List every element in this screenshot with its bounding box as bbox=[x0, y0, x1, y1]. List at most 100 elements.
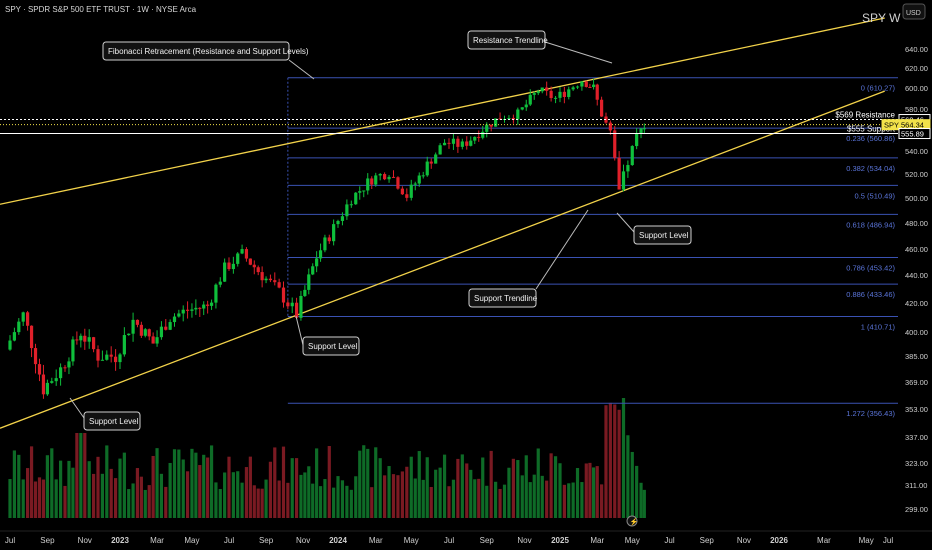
volume-bar bbox=[421, 479, 425, 518]
candle-body bbox=[336, 220, 340, 225]
volume-bar bbox=[327, 446, 331, 518]
price-tick-label: 540.00 bbox=[905, 147, 928, 156]
volume-bar bbox=[26, 468, 30, 518]
candle-body bbox=[177, 313, 181, 317]
volume-bar bbox=[639, 482, 643, 518]
candle-body bbox=[465, 141, 469, 146]
candle-body bbox=[63, 367, 67, 369]
candle-body bbox=[248, 258, 252, 265]
volume-bar bbox=[608, 402, 612, 518]
candle-body bbox=[164, 326, 168, 330]
candle-body bbox=[553, 97, 558, 99]
volume-bar bbox=[477, 478, 481, 518]
volume-bar bbox=[131, 483, 135, 518]
candle-body bbox=[438, 145, 442, 155]
volume-bar bbox=[244, 467, 249, 518]
time-tick-label: May bbox=[404, 536, 419, 545]
candle-body bbox=[244, 249, 249, 259]
candle-body bbox=[96, 349, 100, 361]
candle-body bbox=[580, 81, 584, 87]
annotation-pointer bbox=[295, 315, 304, 346]
volume-bar bbox=[584, 463, 588, 518]
price-badge-text: 555.89 bbox=[901, 130, 924, 139]
candle-body bbox=[185, 309, 190, 311]
candle-body bbox=[485, 124, 489, 132]
time-tick-label: Sep bbox=[480, 536, 495, 545]
candle-body bbox=[630, 146, 634, 166]
candle-body bbox=[33, 348, 38, 365]
annotation-pointer bbox=[616, 212, 635, 233]
candle-body bbox=[489, 124, 493, 127]
volume-bar bbox=[71, 467, 75, 518]
fib-level-label: 0.618 (486.94) bbox=[846, 220, 895, 229]
volume-bar bbox=[168, 462, 172, 518]
candle-body bbox=[75, 339, 79, 341]
volume-bar bbox=[524, 455, 528, 518]
candle-body bbox=[8, 340, 12, 350]
volume-bar bbox=[75, 433, 79, 518]
candle-body bbox=[413, 183, 417, 185]
time-tick-label: Mar bbox=[817, 536, 831, 545]
candle-body bbox=[387, 176, 391, 180]
volume-bar bbox=[135, 468, 140, 518]
replay-icon[interactable] bbox=[626, 515, 638, 527]
candle-body bbox=[639, 128, 643, 134]
candle-body bbox=[494, 118, 498, 127]
volume-bar bbox=[536, 448, 540, 518]
candle-body bbox=[218, 281, 222, 285]
candle-body bbox=[370, 178, 374, 185]
annotation-text: Resistance Trendline bbox=[473, 36, 548, 45]
volume-bar bbox=[299, 474, 303, 518]
candle-body bbox=[227, 262, 231, 270]
volume-bar bbox=[507, 467, 511, 518]
fib-level-label: 0.5 (510.49) bbox=[855, 191, 896, 200]
volume-bar bbox=[240, 482, 244, 518]
candle-body bbox=[260, 272, 264, 281]
volume-bar bbox=[114, 478, 118, 518]
currency-button[interactable] bbox=[902, 3, 926, 20]
price-axis-bg bbox=[898, 0, 932, 550]
fib-level-label: 1 (410.71) bbox=[861, 322, 896, 331]
candle-body bbox=[143, 329, 147, 336]
price-badge-text: SPY bbox=[884, 121, 899, 130]
candle-body bbox=[456, 138, 460, 147]
volume-bar bbox=[50, 448, 54, 518]
volume-bar bbox=[409, 456, 413, 518]
volume-bar bbox=[374, 447, 378, 518]
time-tick-label: Nov bbox=[517, 536, 531, 545]
candle-body bbox=[532, 93, 536, 95]
volume-bar bbox=[613, 404, 617, 518]
volume-bar bbox=[545, 480, 549, 518]
time-tick-label: Sep bbox=[700, 536, 715, 545]
volume-bar bbox=[290, 458, 294, 518]
candle-body bbox=[584, 81, 588, 87]
candle-body bbox=[100, 359, 104, 361]
fib-level-label: 0.382 (534.04) bbox=[846, 164, 895, 173]
candle-body bbox=[425, 161, 429, 176]
volume-bar bbox=[332, 487, 336, 518]
volume-bar bbox=[511, 458, 515, 518]
volume-bar bbox=[218, 489, 222, 518]
candle-body bbox=[349, 204, 353, 206]
candle-body bbox=[303, 289, 307, 296]
volume-bar bbox=[456, 458, 460, 518]
candle-body bbox=[635, 133, 639, 147]
annotation-pointer bbox=[544, 41, 613, 64]
candle-body bbox=[83, 335, 87, 342]
candle-body bbox=[206, 304, 210, 306]
volume-bar bbox=[604, 405, 608, 518]
price-tick-label: 323.00 bbox=[905, 459, 928, 468]
volume-bar bbox=[190, 448, 194, 518]
candle-body bbox=[21, 312, 25, 322]
volume-bar bbox=[194, 452, 198, 518]
volume-bar bbox=[617, 409, 621, 518]
candle-body bbox=[307, 274, 311, 290]
candle-body bbox=[613, 130, 617, 158]
candle-body bbox=[155, 337, 159, 344]
volume-bar bbox=[8, 479, 12, 518]
candles bbox=[8, 78, 646, 399]
candle-body bbox=[268, 278, 273, 281]
time-tick-label: May bbox=[184, 536, 199, 545]
